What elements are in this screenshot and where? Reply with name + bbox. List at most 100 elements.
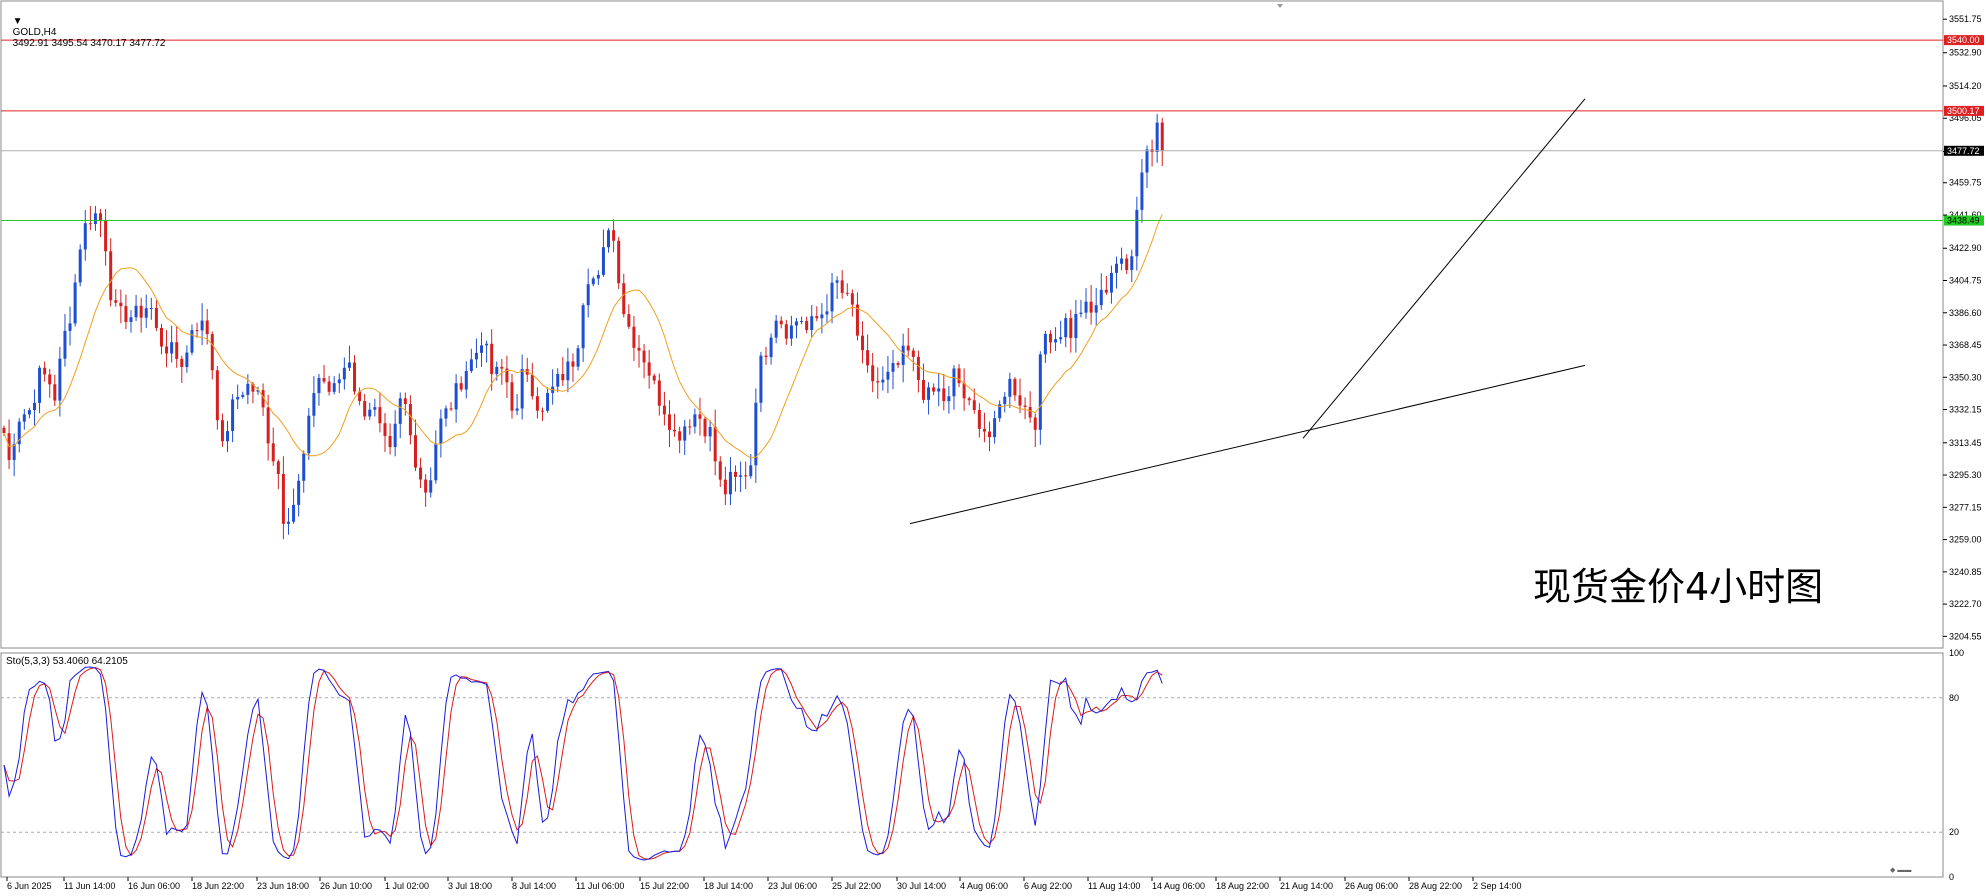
candle <box>241 391 245 399</box>
candle-body <box>200 320 204 331</box>
candle-body <box>1084 301 1088 313</box>
candle <box>408 395 412 445</box>
y-tick-label: 3551.75 <box>1949 14 1982 24</box>
candle <box>728 457 732 506</box>
collapse-triangle-icon[interactable]: ▼ <box>12 16 23 27</box>
x-tick-label: 23 Jun 18:00 <box>257 881 309 891</box>
candle-body <box>353 362 357 392</box>
candle <box>820 303 824 334</box>
candle <box>200 303 204 346</box>
candle <box>68 306 72 346</box>
candle <box>911 347 915 372</box>
candle <box>515 394 519 416</box>
candle-body <box>617 240 621 284</box>
candle-body <box>63 330 67 359</box>
candle-body <box>820 314 824 319</box>
candle-body <box>988 431 992 438</box>
candle <box>1069 309 1073 353</box>
stoch-tick-label: 100 <box>1949 648 1964 658</box>
stochastic-header: Sto(5,3,3) 53.4060 64.2105 <box>6 656 128 667</box>
candle <box>342 357 346 390</box>
candle <box>312 376 316 428</box>
candle-body <box>337 379 341 384</box>
candle <box>967 396 971 406</box>
candle <box>307 408 311 460</box>
candle-body <box>464 371 468 390</box>
candle-body <box>779 320 783 325</box>
candle-body <box>2 427 6 434</box>
symbol-header: ▼ GOLD,H4 3492.91 3495.54 3470.17 3477.7… <box>7 5 166 49</box>
candle <box>957 364 961 388</box>
candle-body <box>154 307 158 328</box>
candle <box>632 315 636 361</box>
candle-body <box>769 337 773 358</box>
candle-body <box>871 365 875 382</box>
candle <box>1089 284 1093 325</box>
stoch-tick-label: 0 <box>1949 872 1954 882</box>
x-tick-label: 15 Jul 22:00 <box>640 881 689 891</box>
candle-body <box>1135 209 1139 257</box>
candle-body <box>505 368 509 383</box>
candle <box>12 433 16 477</box>
symbol-label: GOLD,H4 <box>12 27 57 38</box>
candle <box>454 374 458 423</box>
candle <box>347 345 351 372</box>
candle <box>1038 351 1042 445</box>
candle <box>403 392 407 416</box>
candle <box>119 289 123 324</box>
candle <box>1043 331 1047 363</box>
y-tick-label: 3332.15 <box>1949 405 1982 415</box>
candle <box>17 418 21 453</box>
candle-body <box>27 410 31 415</box>
candle-body <box>495 366 499 375</box>
candle <box>784 319 788 345</box>
candle <box>982 412 986 443</box>
candle-body <box>215 370 219 421</box>
candle-body <box>38 367 42 403</box>
candle-body <box>972 400 976 410</box>
candle-body <box>1013 378 1017 396</box>
candle-body <box>698 414 702 419</box>
candle <box>1125 254 1129 275</box>
candle <box>566 348 570 393</box>
candle <box>612 219 616 253</box>
candle-body <box>927 387 931 400</box>
candle-body <box>627 314 631 327</box>
candle <box>180 355 184 384</box>
candle <box>794 317 798 339</box>
candle <box>165 329 169 368</box>
candle <box>276 459 280 490</box>
candle-body <box>424 479 428 493</box>
candle <box>383 413 387 452</box>
candle <box>413 419 417 472</box>
candle-body <box>129 317 133 322</box>
candle-body <box>78 249 82 283</box>
candle <box>480 332 484 367</box>
stoch-tick-label: 80 <box>1949 693 1959 703</box>
candle-body <box>647 362 651 376</box>
candle <box>845 283 849 297</box>
candle <box>703 416 707 444</box>
candle-body <box>881 379 885 383</box>
candle <box>251 381 255 404</box>
candle <box>601 229 605 277</box>
y-tick-label: 3532.90 <box>1949 48 1982 58</box>
candle <box>835 276 839 300</box>
candle-body <box>942 388 946 402</box>
candle-body <box>22 414 26 422</box>
candle <box>58 346 62 417</box>
candle <box>398 392 402 439</box>
candle <box>556 368 560 393</box>
candle-body <box>546 392 550 411</box>
candle-body <box>962 383 966 399</box>
candle-body <box>469 359 473 372</box>
ohlc-values: 3492.91 3495.54 3470.17 3477.72 <box>12 38 166 49</box>
x-tick-label: 3 Jul 18:00 <box>448 881 492 891</box>
candle <box>88 206 92 231</box>
candle <box>1033 413 1037 448</box>
x-tick-label: 6 Aug 22:00 <box>1024 881 1072 891</box>
candle <box>779 316 783 329</box>
stoch-signal-line <box>3 666 1163 860</box>
candle-body <box>967 398 971 401</box>
